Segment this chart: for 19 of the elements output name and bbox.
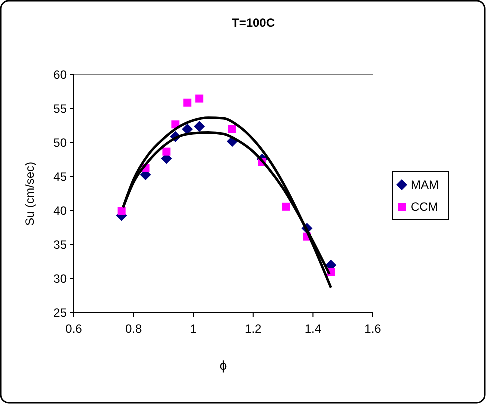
y-tick-label: 30 (54, 272, 68, 286)
x-axis-title: ϕ (220, 358, 228, 373)
x-tick-label: 0.6 (66, 322, 83, 336)
x-tick-label: 1.4 (304, 322, 322, 336)
legend-label: MAM (411, 178, 439, 192)
y-tick-label: 60 (54, 68, 68, 82)
x-tick-label: 1 (190, 322, 198, 336)
y-tick-label: 55 (54, 102, 68, 116)
y-tick-label: 45 (54, 170, 68, 184)
y-tick-label: 40 (54, 204, 68, 218)
chart-title: T=100C (232, 16, 276, 30)
x-tick-label: 0.8 (125, 322, 142, 336)
y-axis-title: Su (cm/sec) (23, 162, 37, 226)
y-tick-label: 35 (54, 238, 68, 252)
x-tick-label: 1.2 (245, 322, 262, 336)
legend-label: CCM (411, 200, 438, 214)
x-tick-label: 1.6 (364, 322, 382, 336)
y-tick-label: 25 (54, 306, 68, 320)
y-tick-label: 50 (54, 136, 68, 150)
